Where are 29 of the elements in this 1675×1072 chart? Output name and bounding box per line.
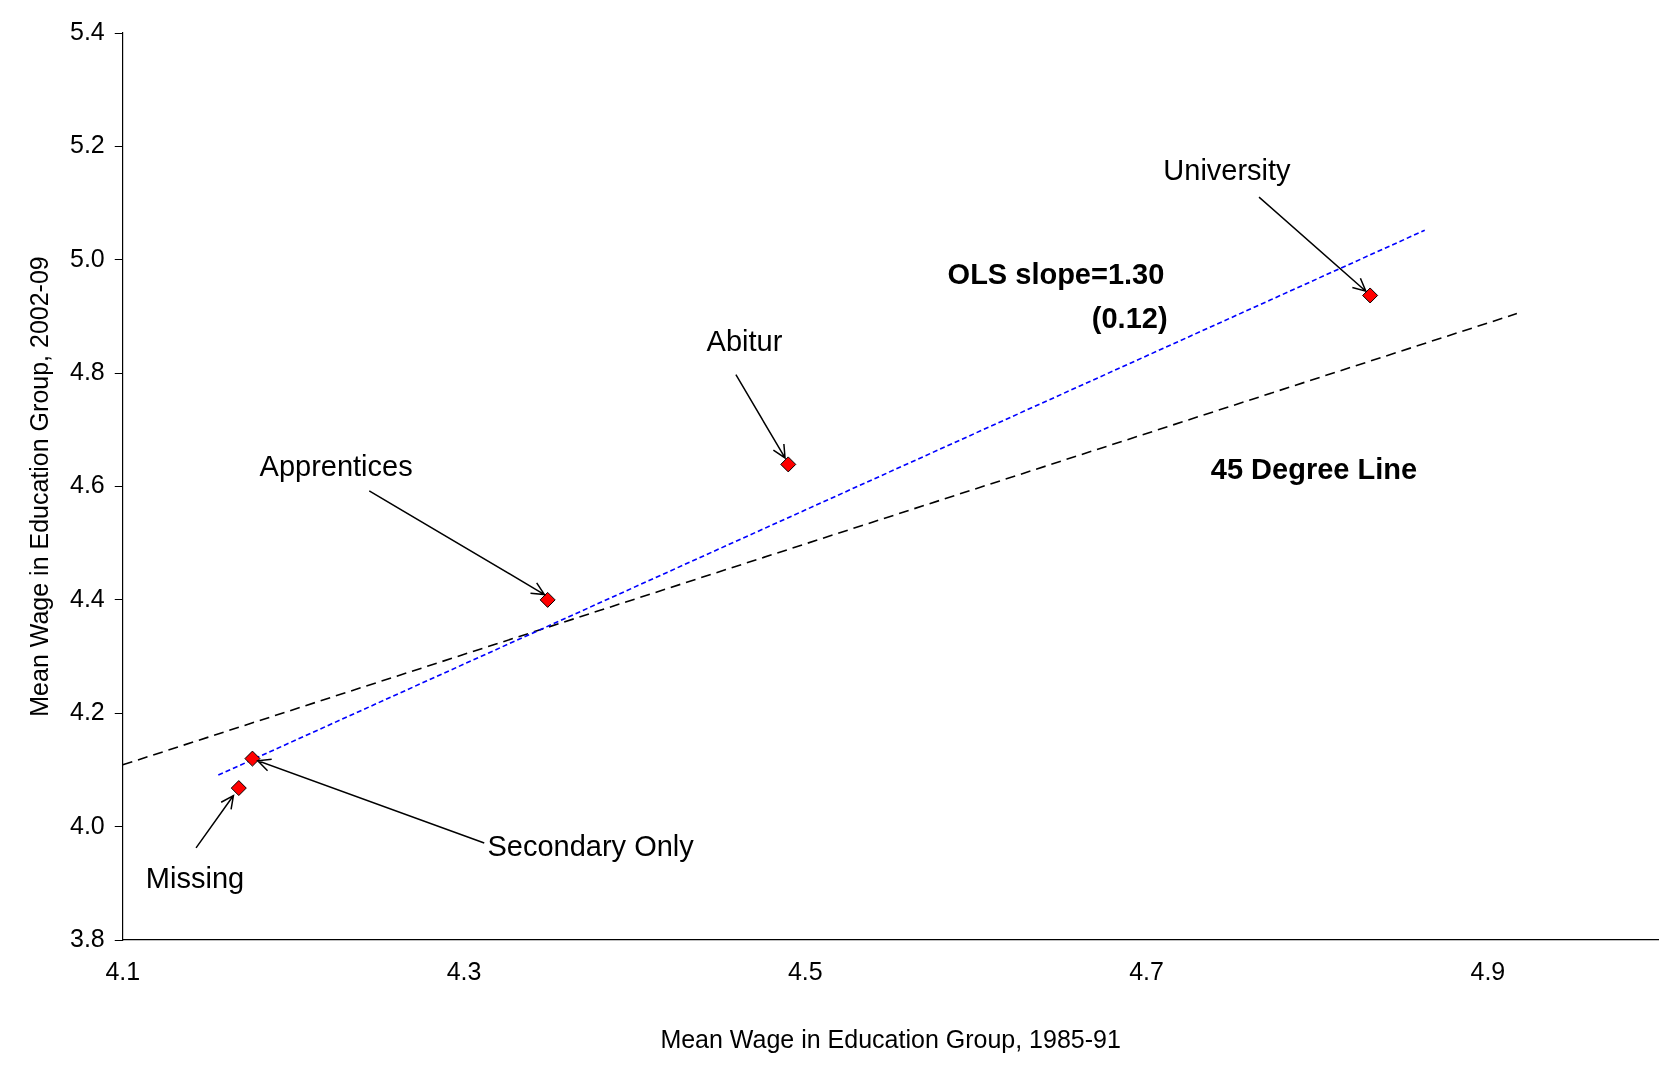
annotation: 45 Degree Line xyxy=(1210,453,1418,486)
point xyxy=(1362,287,1379,304)
point xyxy=(230,780,247,797)
annotation: OLS slope=1.30 xyxy=(947,257,1165,290)
point xyxy=(780,456,797,473)
x-tick-label: 4.7 xyxy=(1129,956,1164,985)
point xyxy=(244,750,261,767)
y-tick-label: 4.6 xyxy=(69,470,105,499)
annotation: (0.12) xyxy=(1091,302,1168,335)
point xyxy=(539,591,556,608)
annotation: Missing xyxy=(145,861,245,894)
annotation: University xyxy=(1163,153,1292,186)
y-axis-title: Mean Wage in Education Group, 2002-09 xyxy=(24,256,53,717)
x-tick-label: 4.1 xyxy=(105,956,141,985)
x-tick-label: 4.9 xyxy=(1470,956,1506,985)
y-tick-label: 4.2 xyxy=(69,697,105,726)
annotation: Abitur xyxy=(706,324,783,357)
y-tick-label: 4.4 xyxy=(69,583,105,612)
y-tick-label: 5.4 xyxy=(69,16,105,45)
x-tick-label: 4.5 xyxy=(787,956,823,985)
y-tick-label: 5.0 xyxy=(69,243,105,272)
y-tick-label: 5.2 xyxy=(69,130,105,159)
y-tick-label: 4.0 xyxy=(69,810,105,839)
y-tick-label: 4.8 xyxy=(69,357,105,386)
x-axis-title: Mean Wage in Education Group, 1985-91 xyxy=(660,1024,1121,1053)
x-tick-label: 4.3 xyxy=(446,956,482,985)
annotation: Secondary Only xyxy=(487,830,695,863)
y-tick-label: 3.8 xyxy=(69,923,105,952)
annotation: Apprentices xyxy=(259,450,413,483)
